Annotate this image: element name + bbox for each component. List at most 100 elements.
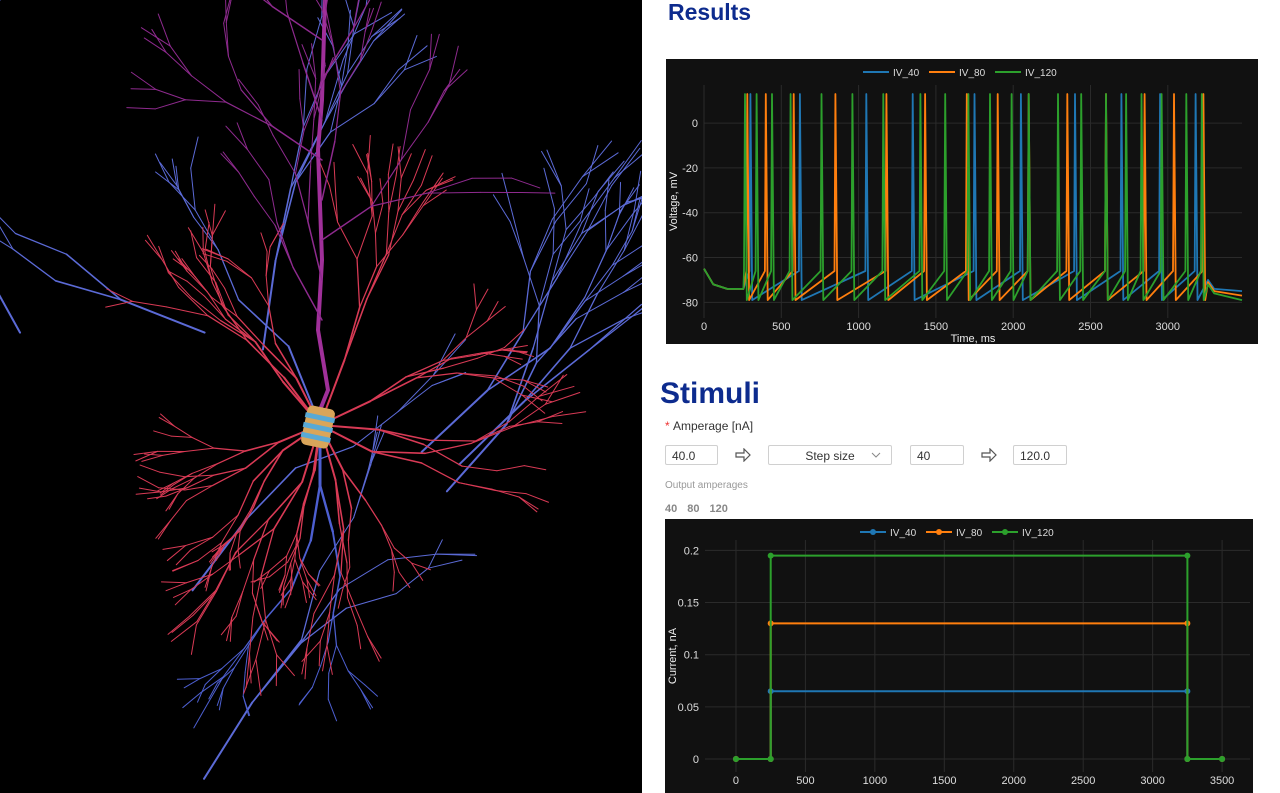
neurite bbox=[443, 357, 478, 369]
neurite bbox=[196, 589, 217, 623]
neurite bbox=[422, 443, 463, 467]
neurite bbox=[290, 562, 294, 588]
neurite bbox=[388, 175, 397, 213]
neurite bbox=[400, 121, 429, 161]
neurite bbox=[193, 216, 219, 251]
neurite bbox=[340, 60, 361, 94]
neurite bbox=[294, 558, 303, 583]
neurite bbox=[330, 103, 375, 133]
neurite bbox=[486, 306, 506, 322]
neurite bbox=[221, 648, 245, 670]
neurite bbox=[585, 145, 599, 185]
neurite bbox=[324, 59, 344, 123]
neurite bbox=[432, 333, 456, 376]
neurite bbox=[154, 153, 170, 183]
neurite bbox=[486, 301, 499, 322]
neurite bbox=[171, 614, 194, 633]
step-input[interactable]: 40 bbox=[910, 445, 964, 465]
neurite bbox=[130, 71, 157, 90]
series-line bbox=[736, 554, 1223, 760]
neurite bbox=[556, 222, 583, 279]
neurite bbox=[486, 347, 552, 392]
neurite bbox=[377, 428, 431, 442]
neurite bbox=[304, 647, 308, 680]
neurite bbox=[385, 211, 390, 255]
neurite bbox=[501, 344, 528, 351]
neurite bbox=[367, 152, 373, 182]
neurite bbox=[222, 648, 245, 678]
mode-value: Step size bbox=[805, 449, 855, 463]
neurite bbox=[373, 69, 399, 105]
neurite bbox=[405, 367, 445, 378]
neurite bbox=[425, 176, 456, 191]
start-input[interactable]: 40.0 bbox=[665, 445, 718, 465]
neurite bbox=[299, 98, 305, 132]
neurite bbox=[211, 268, 226, 289]
neurite bbox=[397, 384, 433, 413]
neurite bbox=[521, 394, 546, 414]
neurite bbox=[319, 82, 348, 132]
neurite bbox=[409, 68, 431, 111]
neurite bbox=[172, 472, 193, 484]
neurite bbox=[227, 55, 242, 91]
neurite bbox=[315, 0, 322, 9]
neurite bbox=[581, 140, 613, 178]
neurite bbox=[240, 89, 273, 127]
neurite bbox=[518, 496, 539, 510]
neurite bbox=[186, 270, 208, 293]
neurite bbox=[393, 547, 413, 564]
neurite bbox=[370, 192, 428, 207]
neuron-view[interactable] bbox=[0, 0, 642, 793]
neurite bbox=[246, 339, 285, 379]
neurite bbox=[238, 171, 255, 198]
mode-select[interactable]: Step size bbox=[768, 445, 892, 465]
neurite bbox=[518, 496, 538, 513]
neurite bbox=[106, 288, 133, 302]
x-axis-label: Time, ms bbox=[951, 333, 996, 345]
neurite bbox=[211, 282, 229, 316]
neurite bbox=[184, 484, 214, 491]
neurite bbox=[135, 450, 159, 462]
data-point bbox=[1219, 755, 1226, 762]
neurite bbox=[501, 172, 513, 215]
neurite bbox=[537, 411, 564, 423]
neurite bbox=[238, 78, 259, 106]
neurite bbox=[138, 487, 162, 493]
y-tick-label: -40 bbox=[682, 208, 698, 220]
neurite bbox=[401, 184, 422, 216]
neurite bbox=[172, 258, 191, 272]
neurite bbox=[456, 372, 494, 379]
neurite bbox=[340, 572, 356, 607]
neurite bbox=[347, 9, 351, 46]
end-input[interactable]: 120.0 bbox=[1013, 445, 1067, 465]
neurite bbox=[158, 245, 169, 274]
results-title: Results bbox=[668, 0, 752, 25]
neurite bbox=[171, 158, 178, 187]
data-point bbox=[767, 755, 774, 762]
neurite bbox=[613, 154, 642, 179]
neurite bbox=[319, 517, 355, 572]
neurite bbox=[611, 147, 641, 187]
neurite bbox=[303, 96, 318, 132]
neurite bbox=[201, 248, 229, 260]
legend-label: IV_120 bbox=[1022, 528, 1054, 539]
neurite bbox=[420, 155, 433, 186]
neurite bbox=[405, 359, 444, 378]
neurite bbox=[508, 395, 540, 423]
neurite bbox=[209, 231, 214, 268]
neurite bbox=[0, 225, 14, 250]
neurite bbox=[221, 529, 242, 547]
neurite bbox=[622, 264, 642, 277]
neurite bbox=[337, 589, 343, 609]
neurite bbox=[306, 578, 317, 597]
required-mark: * bbox=[665, 419, 670, 433]
neurite bbox=[613, 140, 642, 179]
neurite bbox=[165, 51, 193, 77]
neurite bbox=[364, 7, 371, 32]
neurite bbox=[299, 557, 308, 580]
neurite bbox=[204, 668, 223, 686]
neurite bbox=[371, 450, 426, 455]
neurite bbox=[251, 559, 255, 594]
neurite bbox=[411, 562, 431, 571]
neurite bbox=[265, 246, 271, 277]
